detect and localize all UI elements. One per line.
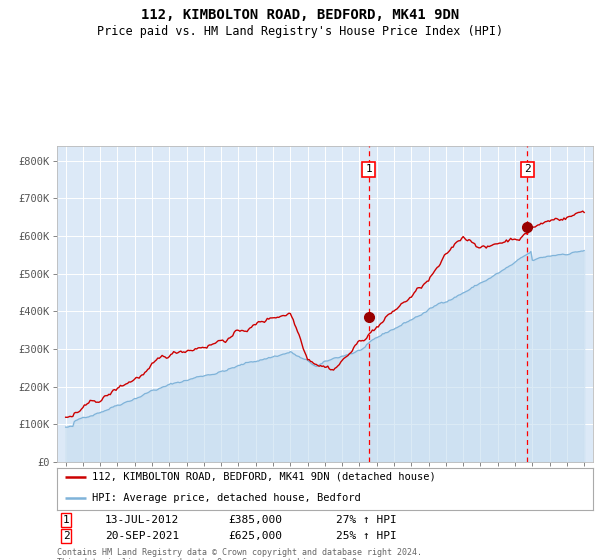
Text: 13-JUL-2012: 13-JUL-2012 (105, 515, 179, 525)
Text: £625,000: £625,000 (228, 531, 282, 541)
Text: 2: 2 (62, 531, 70, 541)
Text: 1: 1 (62, 515, 70, 525)
Text: HPI: Average price, detached house, Bedford: HPI: Average price, detached house, Bedf… (92, 493, 361, 503)
Text: 2: 2 (524, 165, 531, 174)
Text: 27% ↑ HPI: 27% ↑ HPI (336, 515, 397, 525)
Text: Price paid vs. HM Land Registry's House Price Index (HPI): Price paid vs. HM Land Registry's House … (97, 25, 503, 38)
Text: 25% ↑ HPI: 25% ↑ HPI (336, 531, 397, 541)
Text: 1: 1 (365, 165, 372, 174)
Text: 20-SEP-2021: 20-SEP-2021 (105, 531, 179, 541)
Text: £385,000: £385,000 (228, 515, 282, 525)
Text: 112, KIMBOLTON ROAD, BEDFORD, MK41 9DN: 112, KIMBOLTON ROAD, BEDFORD, MK41 9DN (141, 8, 459, 22)
Text: 112, KIMBOLTON ROAD, BEDFORD, MK41 9DN (detached house): 112, KIMBOLTON ROAD, BEDFORD, MK41 9DN (… (92, 472, 436, 482)
Text: Contains HM Land Registry data © Crown copyright and database right 2024.
This d: Contains HM Land Registry data © Crown c… (57, 548, 422, 560)
